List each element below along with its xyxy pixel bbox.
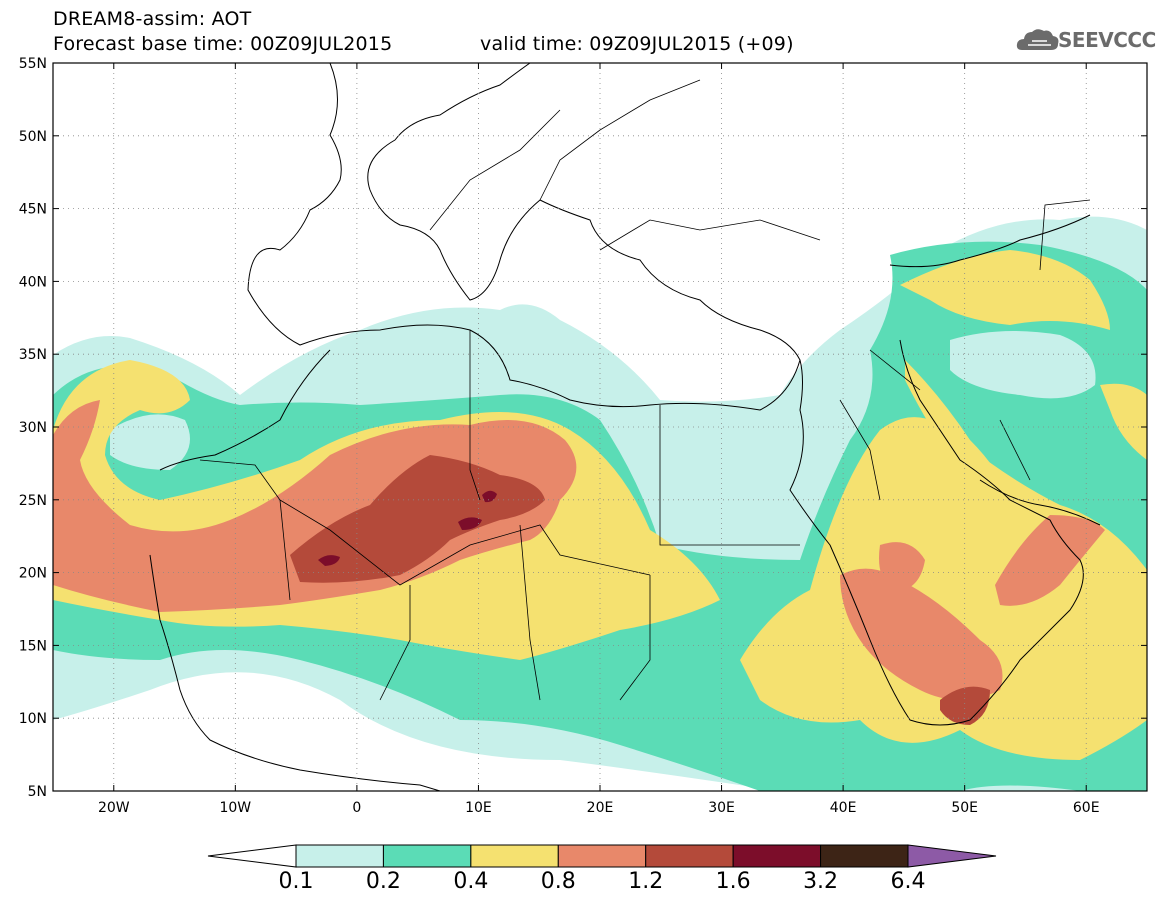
aot-band-0.4-east	[740, 417, 1147, 760]
colorbar-swatch	[557, 844, 647, 868]
colorbar	[207, 844, 997, 868]
colorbar-swatch	[382, 844, 472, 868]
colorbar-level-label: 0.2	[365, 869, 401, 894]
aot-band-0.4-caucasus	[900, 250, 1110, 330]
aot-band-1.6-b	[458, 517, 482, 530]
lon-label: 60E	[1073, 800, 1100, 816]
colorbar-level-label: 0.4	[453, 869, 489, 894]
colorbar-level-label: 6.4	[890, 869, 926, 894]
aot-band-0.4-iran-east	[1100, 383, 1147, 460]
lat-label: 30N	[19, 420, 47, 436]
aot-band-1.2-sahel	[940, 686, 990, 725]
logo-text: SEEVCCC	[1058, 28, 1156, 52]
colorbar-swatch	[645, 844, 734, 868]
colorbar-level-label: 3.2	[803, 869, 839, 894]
colorbar-above-arrow	[907, 844, 997, 868]
coastlines	[149, 63, 1101, 791]
aot-band-0.8-arabia	[840, 568, 1003, 700]
lon-label: 10E	[465, 800, 492, 816]
colorbar-below-arrow	[207, 844, 297, 868]
chart-title: DREAM8-assim: AOT	[53, 8, 252, 30]
colorbar-swatch	[732, 844, 822, 868]
colorbar-level-label: 0.1	[278, 869, 314, 894]
lat-label: 35N	[19, 347, 47, 363]
lat-label: 25N	[19, 493, 47, 509]
lon-label: 10W	[219, 800, 251, 816]
lat-label: 10N	[19, 711, 47, 727]
colorbar-level-label: 1.6	[715, 869, 751, 894]
lat-label: 40N	[19, 274, 47, 290]
valid-time: valid time: 09Z09JUL2015 (+09)	[480, 33, 794, 55]
aot-band-1.6-c	[482, 490, 497, 503]
aot-band-0.8-oman	[995, 515, 1105, 606]
lat-label: 50N	[19, 129, 47, 145]
aot-band-1.6	[318, 555, 340, 566]
aot-band-0.8-central	[879, 542, 925, 592]
colorbar-level-label: 0.8	[540, 869, 576, 894]
borders	[199, 79, 1091, 701]
colorbar-swatch	[470, 844, 559, 868]
aot-band-0.1-atlantic	[110, 414, 190, 470]
lat-label: 5N	[28, 784, 47, 800]
lat-label: 45N	[19, 202, 47, 218]
aot-band-1.2	[290, 455, 545, 583]
lon-label: 40E	[830, 800, 857, 816]
lon-label: 0	[352, 800, 361, 816]
lat-label: 20N	[19, 566, 47, 582]
lon-label: 50E	[951, 800, 978, 816]
aot-band-0.1-iran	[950, 331, 1096, 399]
lon-label: 20E	[587, 800, 614, 816]
colorbar-level-label: 1.2	[628, 869, 664, 894]
colorbar-swatch	[820, 844, 909, 868]
lat-label: 15N	[19, 638, 47, 654]
aot-band-0.4-gulf	[905, 360, 1010, 500]
forecast-base-time: Forecast base time: 00Z09JUL2015	[53, 33, 393, 55]
lon-label: 30E	[708, 800, 735, 816]
lat-label: 55N	[19, 56, 47, 72]
lon-label: 20W	[98, 800, 130, 816]
cloud-icon	[1016, 29, 1059, 50]
colorbar-swatch	[295, 844, 384, 868]
